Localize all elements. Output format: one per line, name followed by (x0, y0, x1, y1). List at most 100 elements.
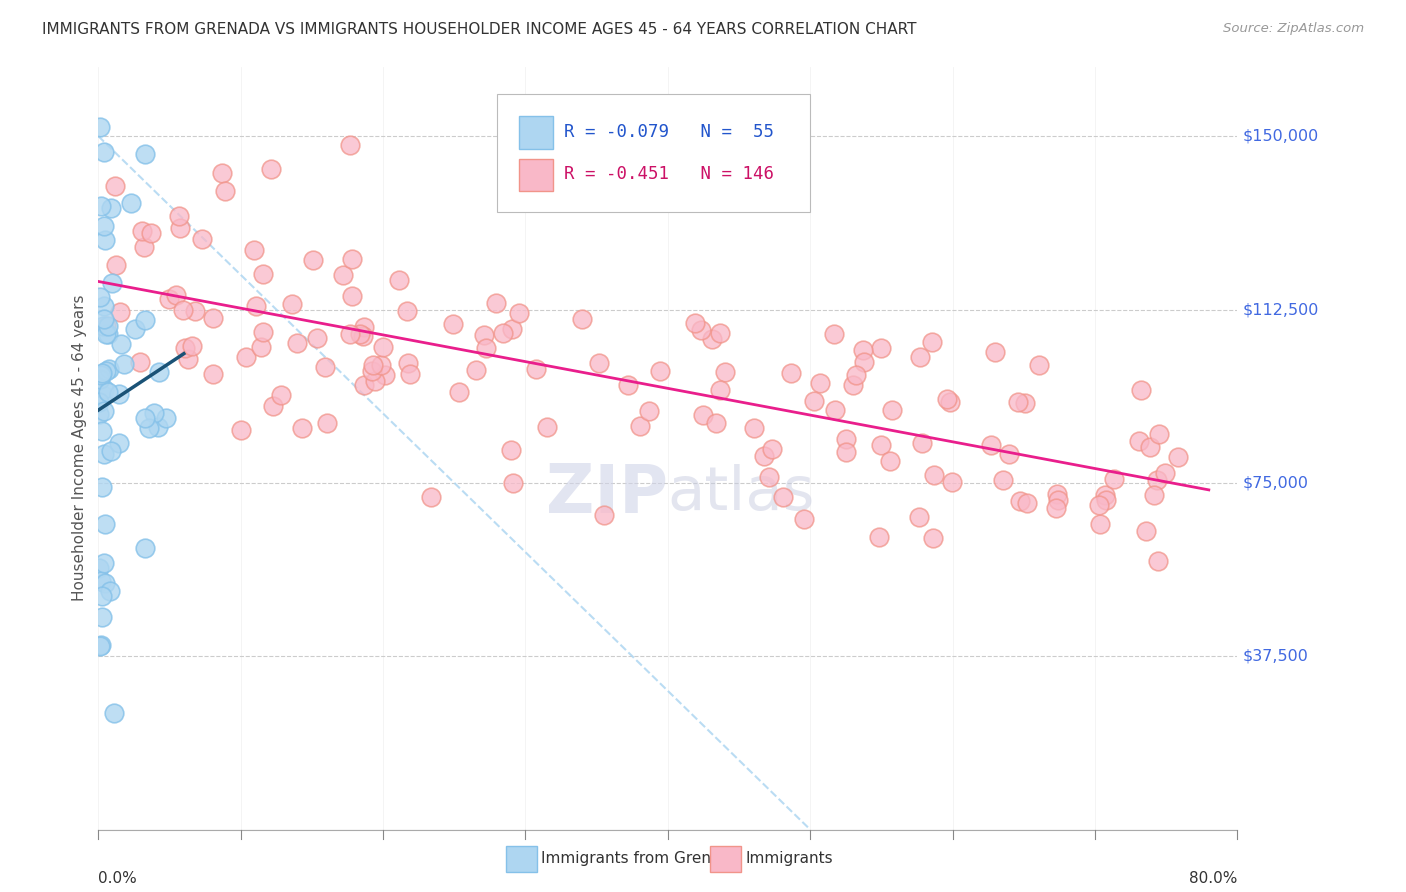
Point (492, 326, 515, 341)
Point (638, 403, 661, 417)
Point (870, 341, 893, 355)
Point (108, 304, 131, 318)
Point (1146, 473, 1168, 487)
Point (810, 376, 832, 391)
Point (181, 339, 204, 353)
Point (396, 303, 419, 318)
Point (939, 395, 962, 409)
Point (108, 387, 131, 401)
Point (100, 443, 122, 458)
Point (91, 366, 114, 380)
Point (97, 326, 120, 341)
Point (183, 304, 205, 318)
Point (124, 322, 146, 336)
Point (388, 273, 411, 287)
Text: $112,500: $112,500 (1243, 302, 1319, 317)
Point (94, 233, 117, 247)
Point (93, 219, 115, 234)
Point (922, 532, 945, 546)
Text: R = -0.079   N =  55: R = -0.079 N = 55 (564, 123, 775, 142)
Point (980, 438, 1002, 452)
Point (157, 292, 180, 306)
Point (108, 435, 131, 450)
Point (281, 296, 304, 310)
Text: Immigrants from Grenada: Immigrants from Grenada (541, 852, 740, 866)
Point (138, 421, 160, 435)
Point (90, 589, 112, 603)
Point (1143, 488, 1166, 502)
Text: IMMIGRANTS FROM GRENADA VS IMMIGRANTS HOUSEHOLDER INCOME AGES 45 - 64 YEARS CORR: IMMIGRANTS FROM GRENADA VS IMMIGRANTS HO… (42, 22, 917, 37)
Point (139, 226, 162, 240)
Point (91, 319, 114, 334)
Point (89, 291, 111, 305)
Point (93, 312, 115, 326)
Point (360, 364, 382, 378)
FancyBboxPatch shape (519, 159, 553, 191)
Point (103, 706, 125, 720)
Point (363, 374, 385, 388)
Point (1153, 466, 1175, 480)
Point (399, 367, 422, 381)
Point (148, 366, 170, 380)
Point (202, 311, 225, 326)
Point (475, 341, 498, 355)
Point (167, 209, 190, 223)
Text: Source: ZipAtlas.com: Source: ZipAtlas.com (1223, 22, 1364, 36)
Point (285, 335, 308, 350)
Point (91, 480, 114, 494)
Point (361, 358, 384, 372)
Point (1088, 516, 1111, 531)
Point (90, 638, 112, 652)
Point (1102, 472, 1125, 486)
Point (508, 306, 530, 320)
Point (91, 425, 114, 439)
Point (339, 326, 361, 341)
Point (852, 343, 875, 358)
Point (1128, 434, 1150, 448)
Point (89, 372, 111, 386)
Point (772, 490, 794, 504)
Point (169, 221, 191, 235)
Point (499, 442, 522, 457)
Point (94, 319, 117, 334)
Text: ZIP: ZIP (546, 461, 668, 527)
Point (91, 610, 114, 624)
Point (98, 584, 121, 599)
Point (868, 530, 890, 544)
Point (165, 288, 187, 302)
Point (709, 326, 731, 340)
Point (780, 366, 803, 380)
Point (1014, 395, 1036, 409)
Point (921, 334, 943, 349)
Point (793, 512, 815, 526)
Point (291, 421, 314, 435)
Point (1095, 492, 1118, 507)
Point (588, 356, 610, 370)
Point (93, 145, 115, 160)
Point (131, 224, 153, 238)
Point (935, 392, 957, 407)
Point (190, 232, 212, 246)
Point (1167, 450, 1189, 465)
Point (700, 332, 723, 346)
Point (307, 331, 329, 345)
Point (177, 351, 200, 366)
Point (853, 355, 876, 369)
Point (90, 199, 112, 213)
Point (97, 318, 120, 333)
Point (1015, 496, 1038, 510)
Point (353, 319, 375, 334)
Point (593, 508, 616, 522)
Point (752, 450, 775, 464)
Point (89, 639, 111, 653)
Point (472, 328, 495, 343)
Point (908, 350, 931, 364)
Point (692, 408, 714, 422)
Point (252, 267, 274, 281)
Point (134, 410, 156, 425)
Point (339, 138, 361, 153)
Point (93, 446, 115, 460)
Text: 80.0%: 80.0% (1189, 871, 1237, 886)
Point (709, 383, 731, 397)
Point (316, 416, 339, 430)
